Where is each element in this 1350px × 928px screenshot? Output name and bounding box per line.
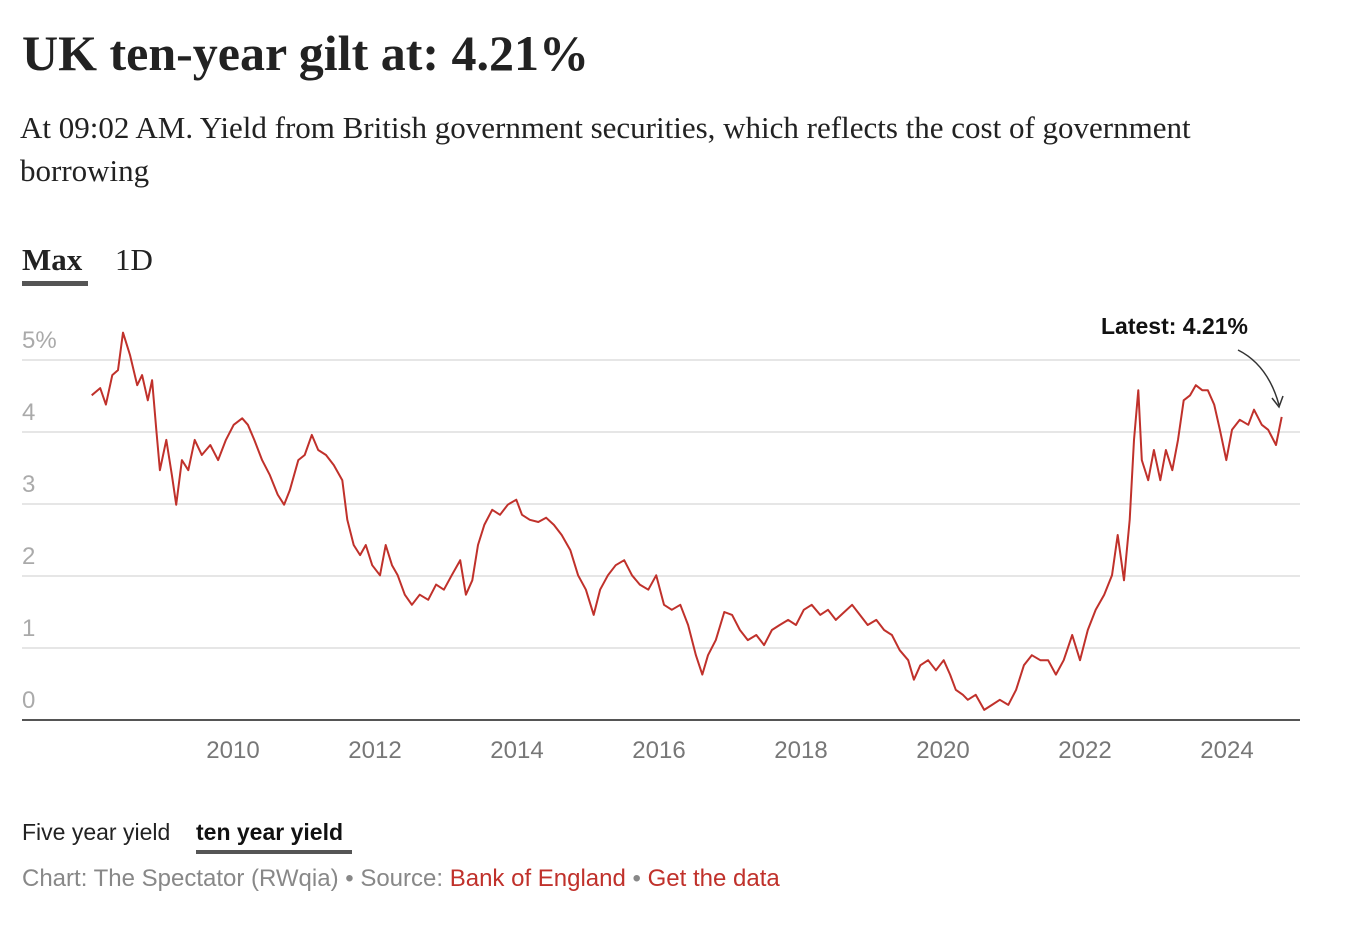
x-tick-label: 2020 (916, 737, 969, 764)
series-toggle[interactable]: ten year yield (196, 819, 343, 845)
subtitle: At 09:02 AM. Yield from British governme… (20, 110, 1191, 188)
plot: 0 1 2 3 4 5% 2010 2012 2014 2016 2018 2020 2022 2024 (22, 327, 1300, 764)
tab-underline (22, 281, 88, 286)
y-tick-label: 0 (22, 687, 35, 714)
y-tick-label: 1 (22, 615, 35, 642)
y-tick-label: 4 (22, 399, 35, 426)
annotation-arrowhead (1271, 395, 1284, 409)
x-tick-label: 2018 (774, 737, 827, 764)
credit: Chart: The Spectator (RWqia) (22, 865, 339, 892)
x-tick-label: 2024 (1200, 737, 1253, 764)
source-link[interactable]: Bank of England (450, 865, 626, 892)
data-link[interactable]: Get the data (648, 865, 781, 892)
x-tick-label: 2016 (632, 737, 685, 764)
series-toggle[interactable]: Five year yield (22, 819, 170, 845)
y-tick-label: 2 (22, 543, 35, 570)
x-tick-label: 2022 (1058, 737, 1111, 764)
tab[interactable]: 1D (115, 242, 153, 277)
tab[interactable]: Max (22, 242, 83, 277)
separator: • (633, 865, 641, 892)
x-tick-label: 2012 (348, 737, 401, 764)
subtitle-box: At 09:02 AM. Yield from British governme… (20, 110, 1191, 188)
annotation: Latest: 4.21% (1101, 313, 1248, 339)
footer: Chart: The Spectator (RWqia) • Source: B… (22, 865, 780, 892)
y-tick-label: 3 (22, 471, 35, 498)
x-tick-label: 2010 (206, 737, 259, 764)
source-label: Source: (360, 865, 443, 892)
chart-title: UK ten-year gilt at: 4.21% (22, 25, 589, 81)
annotation-arrow (1237, 349, 1280, 406)
toggle-underline (196, 850, 352, 854)
separator: • (345, 865, 353, 892)
y-tick-label: 5% (22, 327, 57, 354)
x-tick-label: 2014 (490, 737, 543, 764)
line (91, 331, 1283, 711)
